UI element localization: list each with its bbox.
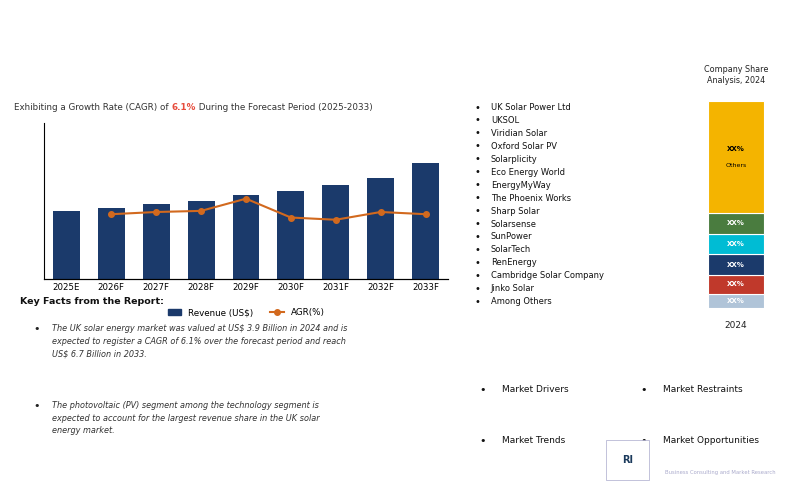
- Text: •: •: [475, 115, 481, 126]
- Text: SunPower: SunPower: [491, 232, 533, 242]
- Text: •: •: [640, 436, 646, 446]
- Text: EnergyMyWay: EnergyMyWay: [491, 180, 550, 190]
- Text: Oxford Solar PV: Oxford Solar PV: [491, 142, 557, 151]
- Text: Market Drivers: Market Drivers: [502, 385, 569, 393]
- Bar: [322, 185, 350, 279]
- Text: MARKET REVENUE FORECAST & GROWTH RATE 2025-2033: MARKET REVENUE FORECAST & GROWTH RATE 20…: [74, 77, 392, 88]
- Text: Reports and Insights: Reports and Insights: [677, 448, 762, 454]
- Bar: [367, 178, 394, 279]
- Text: Among Others: Among Others: [491, 297, 551, 306]
- Text: Cambridge Solar Company: Cambridge Solar Company: [491, 271, 604, 281]
- Text: Sharp Solar: Sharp Solar: [491, 207, 539, 215]
- Text: XX%: XX%: [727, 146, 745, 152]
- Bar: [53, 211, 80, 279]
- Text: Exhibiting a Growth Rate (CAGR) of: Exhibiting a Growth Rate (CAGR) of: [14, 104, 172, 112]
- Bar: [606, 440, 650, 480]
- Text: •: •: [475, 245, 481, 255]
- Text: XX%: XX%: [727, 282, 745, 287]
- Text: KEY PLAYERS COVERED: KEY PLAYERS COVERED: [562, 77, 698, 88]
- Legend: Revenue (US$), AGR(%): Revenue (US$), AGR(%): [164, 305, 328, 321]
- Bar: [188, 201, 214, 279]
- Text: •: •: [475, 283, 481, 294]
- Text: •: •: [475, 167, 481, 177]
- Text: •: •: [475, 193, 481, 203]
- Text: •: •: [475, 232, 481, 242]
- Text: •: •: [475, 103, 481, 112]
- Bar: [708, 275, 764, 294]
- Text: Eco Energy World: Eco Energy World: [491, 168, 565, 177]
- Bar: [278, 190, 304, 279]
- Text: •: •: [34, 324, 40, 334]
- Text: •: •: [475, 206, 481, 216]
- Bar: [708, 101, 764, 213]
- Text: 6.1%: 6.1%: [172, 104, 196, 112]
- Text: The photovoltaic (PV) segment among the technology segment is
expected to accoun: The photovoltaic (PV) segment among the …: [52, 401, 319, 435]
- Text: Jinko Solar: Jinko Solar: [491, 284, 534, 293]
- Text: Market Restraints: Market Restraints: [663, 385, 743, 393]
- Text: UKSOL: UKSOL: [491, 116, 519, 125]
- Text: Market Trends: Market Trends: [502, 436, 566, 445]
- Text: •: •: [34, 401, 40, 411]
- Text: •: •: [475, 180, 481, 190]
- Text: UK Solar Power Ltd: UK Solar Power Ltd: [491, 103, 570, 112]
- Text: •: •: [475, 271, 481, 281]
- Text: •: •: [475, 154, 481, 164]
- Text: RI: RI: [622, 455, 634, 465]
- Text: UK SOLAR ENERGY MARKET ANALYSIS: UK SOLAR ENERGY MARKET ANALYSIS: [14, 20, 369, 38]
- Text: 2024: 2024: [725, 320, 747, 329]
- Text: MARKET DYNAMICS COVERED: MARKET DYNAMICS COVERED: [544, 329, 717, 339]
- Text: Company Share
Analysis, 2024: Company Share Analysis, 2024: [704, 65, 768, 84]
- Bar: [708, 254, 764, 275]
- Text: Key Facts from the Report:: Key Facts from the Report:: [20, 297, 164, 306]
- Text: The UK solar energy market was valued at US$ 3.9 Billion in 2024 and is
expected: The UK solar energy market was valued at…: [52, 324, 347, 358]
- Text: •: •: [640, 385, 646, 394]
- Text: Business Consulting and Market Research: Business Consulting and Market Research: [665, 470, 775, 475]
- Bar: [708, 213, 764, 234]
- Text: Market Opportunities: Market Opportunities: [663, 436, 759, 445]
- Text: Solarsense: Solarsense: [491, 219, 537, 229]
- Text: During the Forecast Period (2025-2033): During the Forecast Period (2025-2033): [196, 104, 373, 112]
- Text: Viridian Solar: Viridian Solar: [491, 129, 547, 138]
- Bar: [708, 234, 764, 254]
- Text: XX%: XX%: [727, 298, 745, 304]
- Text: SolarTech: SolarTech: [491, 246, 531, 254]
- Bar: [98, 208, 125, 279]
- Bar: [233, 195, 259, 279]
- Text: XX%: XX%: [727, 220, 745, 226]
- Text: Solarplicity: Solarplicity: [491, 155, 538, 164]
- Bar: [142, 204, 170, 279]
- Bar: [708, 294, 764, 308]
- Bar: [412, 163, 439, 279]
- Text: Others: Others: [726, 163, 746, 168]
- Text: XX%: XX%: [727, 262, 745, 268]
- Text: •: •: [475, 128, 481, 139]
- Text: The Phoenix Works: The Phoenix Works: [491, 194, 571, 203]
- Text: •: •: [479, 385, 486, 394]
- Text: •: •: [475, 141, 481, 151]
- Text: RenEnergy: RenEnergy: [491, 258, 537, 267]
- Text: •: •: [475, 258, 481, 268]
- Text: XX%: XX%: [727, 241, 745, 247]
- Text: •: •: [479, 436, 486, 446]
- Text: •: •: [475, 297, 481, 307]
- Text: •: •: [475, 219, 481, 229]
